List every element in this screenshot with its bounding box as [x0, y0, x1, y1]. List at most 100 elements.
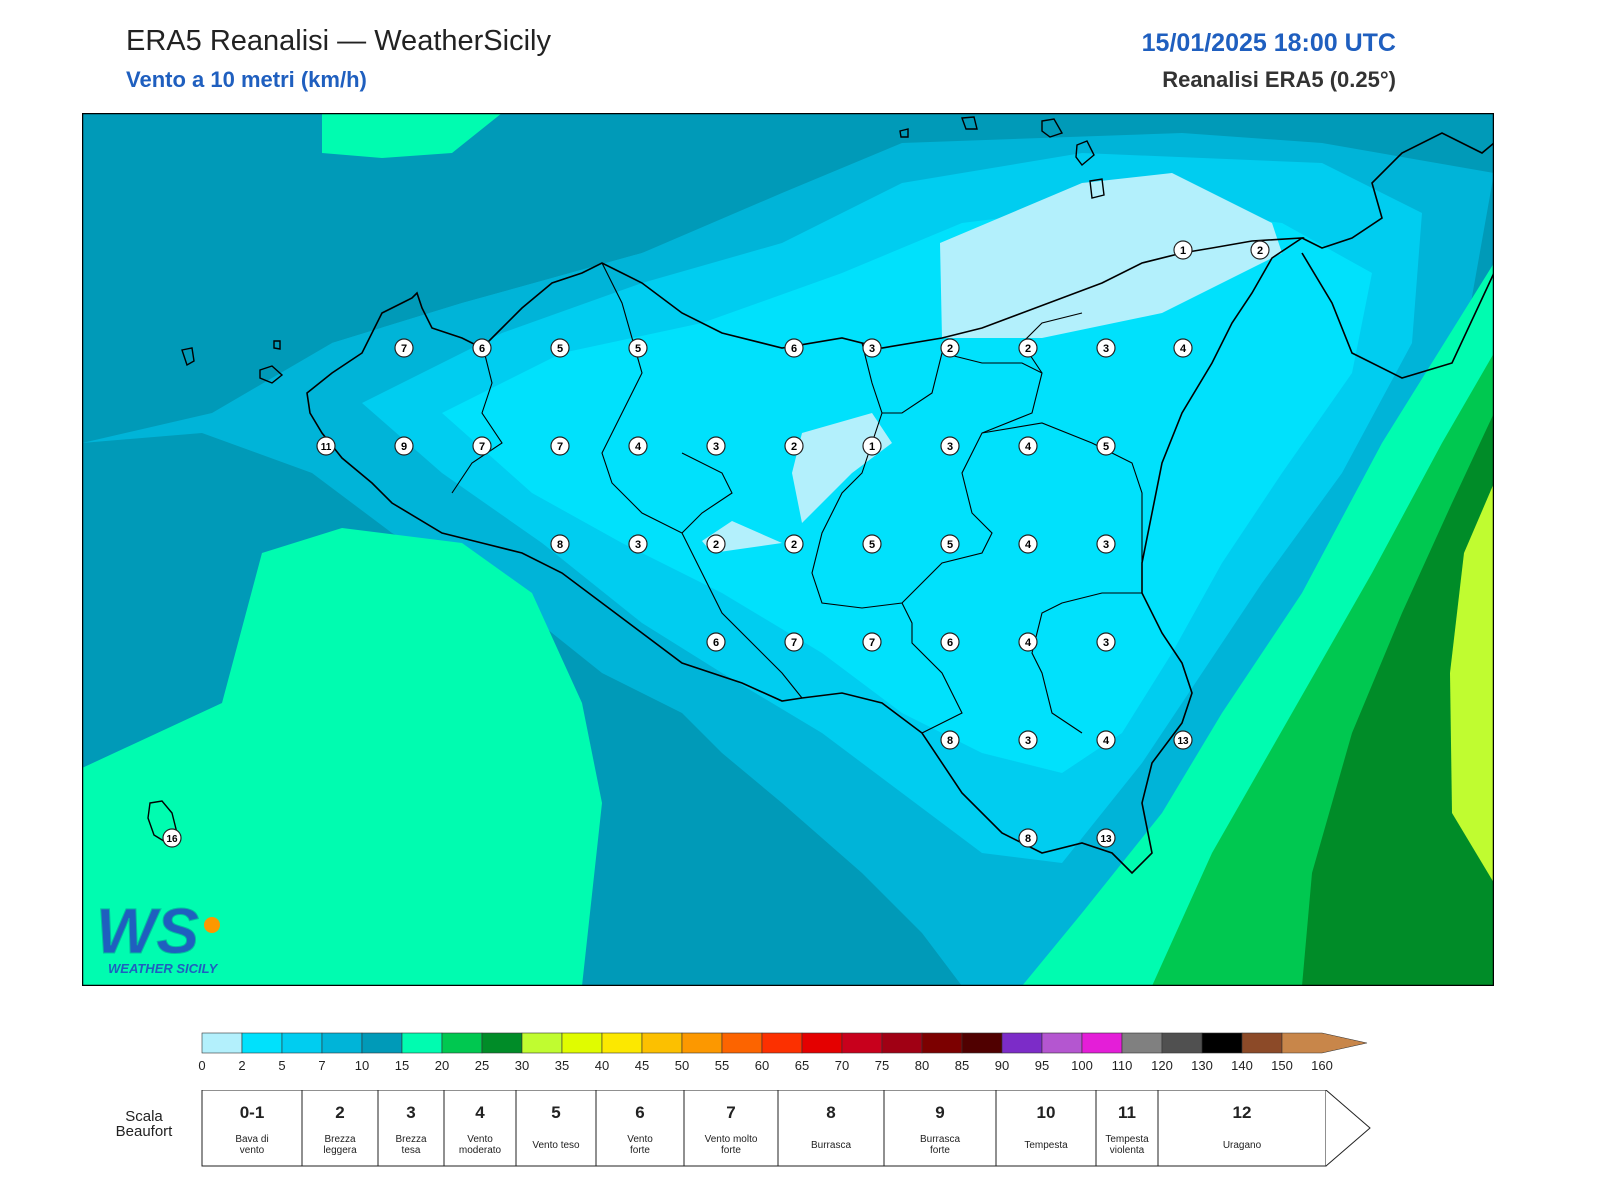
station-value: 3: [706, 436, 726, 456]
station-value-label: 1: [869, 441, 875, 453]
station-value-label: 2: [1025, 343, 1031, 355]
color-scale-tick-label: 60: [755, 1058, 769, 1073]
color-scale-tick-label: 160: [1311, 1058, 1333, 1073]
color-scale-segment: [761, 1032, 803, 1054]
station-marker: [1173, 730, 1193, 750]
station-value-label: 4: [1180, 343, 1187, 355]
color-scale-tick-label: 0: [198, 1058, 205, 1073]
beaufort-force: 5: [551, 1103, 560, 1122]
station-marker: [1173, 338, 1193, 358]
map-title: ERA5 Reanalisi — WeatherSicily: [126, 25, 551, 57]
station-marker: [1096, 436, 1116, 456]
station-value: 7: [394, 338, 414, 358]
station-marker: [862, 632, 882, 652]
beaufort-cell-box: [515, 1090, 597, 1167]
station-marker: [1018, 632, 1038, 652]
beaufort-force: 12: [1233, 1103, 1252, 1122]
station-marker: [316, 436, 336, 456]
color-scale-segment: [361, 1032, 403, 1054]
station-marker: [1018, 730, 1038, 750]
station-value: 5: [550, 338, 570, 358]
color-scale-segment: [521, 1032, 563, 1054]
beaufort-force: 6: [635, 1103, 644, 1122]
color-scale-segment: [1121, 1032, 1163, 1054]
station-value-label: 6: [791, 343, 797, 355]
color-scale-arrow: [1281, 1032, 1368, 1054]
beaufort-cell: 12 Uragano: [1157, 1090, 1327, 1167]
logo-text: WEATHER SICILY: [108, 961, 219, 976]
station-value: 3: [1096, 338, 1116, 358]
color-scale-tick-label: 130: [1191, 1058, 1213, 1073]
station-value-label: 3: [1103, 637, 1109, 649]
color-scale-segment: [401, 1032, 443, 1054]
station-value: 2: [706, 534, 726, 554]
station-value-label: 8: [557, 539, 563, 551]
color-scale-tick-label: 2: [238, 1058, 245, 1073]
color-scale-tick-label: 100: [1071, 1058, 1093, 1073]
wind-contour-2-5: [442, 203, 1372, 773]
color-scale-segment: [1161, 1032, 1203, 1054]
station-marker: [784, 338, 804, 358]
station-marker: [1096, 730, 1116, 750]
station-value-label: 3: [1025, 735, 1031, 747]
station-marker: [784, 632, 804, 652]
station-value-label: 11: [321, 442, 332, 453]
station-marker: [1096, 338, 1116, 358]
station-marker: [550, 338, 570, 358]
station-value-label: 2: [947, 343, 953, 355]
wind-contour-25-30: [1302, 413, 1494, 986]
station-marker: [862, 338, 882, 358]
color-scale-segment: [281, 1032, 323, 1054]
station-value: 6: [940, 632, 960, 652]
station-marker: [1018, 828, 1038, 848]
color-scale-segment: [921, 1032, 963, 1054]
station-value-label: 9: [401, 441, 407, 453]
beaufort-cell-box: [683, 1090, 779, 1167]
wind-contour-10-15: [82, 113, 1494, 443]
color-scale-tick-label: 10: [355, 1058, 369, 1073]
color-scale-tick-label: 5: [278, 1058, 285, 1073]
color-scale-tick-label: 20: [435, 1058, 449, 1073]
color-scale-tick-label: 35: [555, 1058, 569, 1073]
station-values: 1 27 6 5 5 6 3 2 2 3 411 9 7 7 4 3 2 1 3 4 58 3 2 2 5 5 4 36 7 7 6 4 38 3…: [162, 240, 1270, 848]
station-value: 13: [1173, 730, 1193, 750]
beaufort-name: Burrasca: [811, 1140, 851, 1151]
beaufort-force: 11: [1118, 1103, 1136, 1122]
beaufort-force: 4: [475, 1103, 485, 1122]
beaufort-cell: 10 Tempesta: [995, 1090, 1097, 1167]
station-value-label: 4: [1025, 539, 1032, 551]
station-value: 6: [472, 338, 492, 358]
map-subtitle: Vento a 10 metri (km/h): [126, 67, 367, 92]
color-scale-segment: [1001, 1032, 1043, 1054]
wind-contour-0-2: [940, 173, 1282, 338]
station-value-label: 5: [1103, 441, 1109, 453]
station-value-label: 7: [791, 637, 797, 649]
color-scale-tick-label: 70: [835, 1058, 849, 1073]
station-marker: [162, 828, 182, 848]
station-value: 2: [1250, 240, 1270, 260]
color-scale-segment: [1081, 1032, 1123, 1054]
logo-mark: WS: [96, 895, 199, 967]
station-value-label: 2: [791, 441, 797, 453]
color-scale-segment: [1201, 1032, 1243, 1054]
color-scale-segment: [241, 1032, 283, 1054]
beaufort-name: Uragano: [1223, 1140, 1262, 1151]
station-marker: [628, 436, 648, 456]
station-value-label: 2: [1257, 245, 1263, 257]
station-value: 8: [550, 534, 570, 554]
color-scale-segment: [801, 1032, 843, 1054]
station-value: 5: [628, 338, 648, 358]
station-value-label: 5: [635, 343, 641, 355]
station-value: 3: [1018, 730, 1038, 750]
beaufort-name: Tempesta: [1024, 1140, 1068, 1151]
color-scale-tick-label: 7: [318, 1058, 325, 1073]
station-value-label: 3: [869, 343, 875, 355]
station-value-label: 6: [713, 637, 719, 649]
station-value-label: 13: [1177, 736, 1189, 747]
station-value: 5: [862, 534, 882, 554]
color-scale-segment: [961, 1032, 1003, 1054]
station-value: 2: [940, 338, 960, 358]
station-value: 7: [472, 436, 492, 456]
station-marker: [1018, 436, 1038, 456]
station-value: 3: [1096, 632, 1116, 652]
